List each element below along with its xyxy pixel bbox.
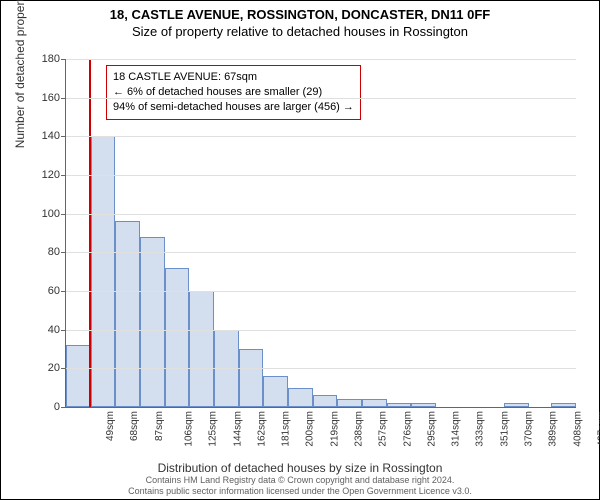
ytick-mark xyxy=(61,98,66,99)
y-axis-label: Number of detached properties xyxy=(13,0,27,148)
xtick-label: 389sqm xyxy=(548,411,559,447)
histogram-bar xyxy=(504,403,529,407)
ytick-mark xyxy=(61,330,66,331)
property-marker-line xyxy=(89,59,91,407)
ytick-label: 40 xyxy=(48,324,60,336)
ytick-mark xyxy=(61,136,66,137)
footer-line2: Contains public sector information licen… xyxy=(1,486,599,497)
gridline xyxy=(66,368,576,369)
histogram-bar xyxy=(411,403,436,407)
xtick-label: 87sqm xyxy=(154,411,165,441)
ytick-label: 120 xyxy=(42,169,60,181)
histogram-bar xyxy=(239,349,264,407)
xtick-label: 125sqm xyxy=(208,411,219,447)
histogram-bar xyxy=(91,136,116,407)
xtick-label: 49sqm xyxy=(105,411,116,441)
xtick-label: 427sqm xyxy=(596,411,600,447)
histogram-bar xyxy=(551,403,576,407)
histogram-bar xyxy=(189,291,214,407)
histogram-bar xyxy=(66,345,91,407)
callout-box: 18 CASTLE AVENUE: 67sqm ← 6% of detached… xyxy=(106,65,361,120)
ytick-label: 0 xyxy=(54,401,60,413)
callout-line3: 94% of semi-detached houses are larger (… xyxy=(113,100,354,115)
histogram-bar xyxy=(337,399,362,407)
gridline xyxy=(66,59,576,60)
histogram-bar xyxy=(313,395,338,407)
ytick-label: 140 xyxy=(42,130,60,142)
xtick-label: 314sqm xyxy=(451,411,462,447)
xtick-label: 181sqm xyxy=(281,411,292,447)
xtick-label: 257sqm xyxy=(378,411,389,447)
xtick-label: 144sqm xyxy=(232,411,243,447)
ytick-label: 100 xyxy=(42,208,60,220)
ytick-label: 80 xyxy=(48,246,60,258)
footer-line1: Contains HM Land Registry data © Crown c… xyxy=(1,475,599,486)
chart-plot-area: 18 CASTLE AVENUE: 67sqm ← 6% of detached… xyxy=(65,59,576,408)
ytick-mark xyxy=(61,252,66,253)
gridline xyxy=(66,98,576,99)
histogram-bar xyxy=(288,388,313,407)
histogram-bar xyxy=(387,403,412,407)
histogram-bar xyxy=(263,376,288,407)
ytick-mark xyxy=(61,59,66,60)
callout-line1: 18 CASTLE AVENUE: 67sqm xyxy=(113,70,354,85)
histogram-bar xyxy=(362,399,387,407)
chart-subtitle: Size of property relative to detached ho… xyxy=(1,24,599,39)
xtick-label: 276sqm xyxy=(402,411,413,447)
gridline xyxy=(66,136,576,137)
histogram-bar xyxy=(115,221,140,407)
ytick-mark xyxy=(61,407,66,408)
chart-title: 18, CASTLE AVENUE, ROSSINGTON, DONCASTER… xyxy=(1,7,599,22)
xtick-label: 162sqm xyxy=(256,411,267,447)
xtick-label: 68sqm xyxy=(129,411,140,441)
ytick-mark xyxy=(61,368,66,369)
histogram-bar xyxy=(165,268,190,407)
ytick-label: 180 xyxy=(42,53,60,65)
ytick-mark xyxy=(61,175,66,176)
xtick-label: 200sqm xyxy=(305,411,316,447)
gridline xyxy=(66,214,576,215)
ytick-mark xyxy=(61,214,66,215)
gridline xyxy=(66,291,576,292)
footer-text: Contains HM Land Registry data © Crown c… xyxy=(1,475,599,497)
ytick-mark xyxy=(61,291,66,292)
xtick-label: 219sqm xyxy=(329,411,340,447)
chart-container: 18, CASTLE AVENUE, ROSSINGTON, DONCASTER… xyxy=(0,0,600,500)
ytick-label: 20 xyxy=(48,362,60,374)
gridline xyxy=(66,252,576,253)
xtick-label: 295sqm xyxy=(426,411,437,447)
ytick-label: 160 xyxy=(42,92,60,104)
ytick-label: 60 xyxy=(48,285,60,297)
gridline xyxy=(66,175,576,176)
gridline xyxy=(66,330,576,331)
xtick-label: 370sqm xyxy=(524,411,535,447)
histogram-bar xyxy=(140,237,165,407)
xtick-label: 351sqm xyxy=(499,411,510,447)
xtick-label: 408sqm xyxy=(572,411,583,447)
x-axis-label: Distribution of detached houses by size … xyxy=(1,461,599,475)
xtick-label: 106sqm xyxy=(184,411,195,447)
xtick-label: 333sqm xyxy=(475,411,486,447)
xtick-label: 238sqm xyxy=(354,411,365,447)
